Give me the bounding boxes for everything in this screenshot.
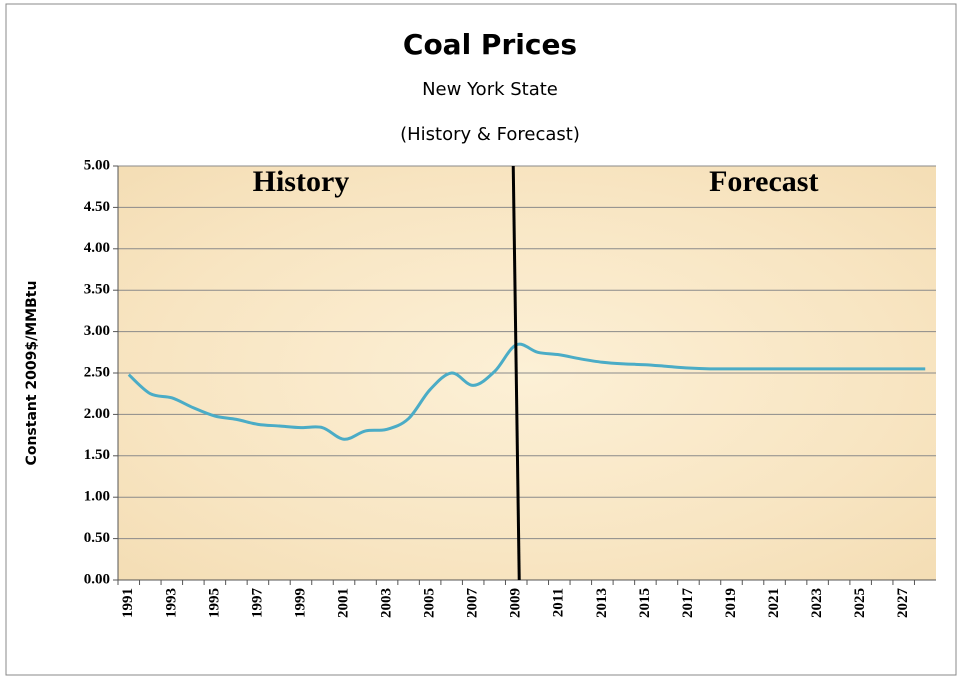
y-tick-label: 2.00	[84, 406, 110, 422]
x-tick-label: 2021	[766, 588, 782, 618]
chart-subtitle: New York State	[422, 79, 558, 100]
x-tick-label: 2005	[422, 588, 438, 618]
chart-title: Coal Prices	[403, 28, 577, 61]
x-tick-label: 1999	[292, 588, 308, 618]
divider	[511, 165, 521, 581]
y-tick-label: 0.50	[84, 530, 110, 546]
x-tick-label: 2017	[680, 588, 696, 619]
chart-subtitle: (History & Forecast)	[400, 124, 580, 145]
y-tick-label: 0.00	[84, 571, 110, 587]
x-tick-label: 1997	[249, 588, 265, 619]
x-tick-label: 2019	[723, 588, 739, 618]
x-tick-label: 1993	[163, 588, 179, 618]
y-axis-label: Constant 2009$/MMBtu	[24, 281, 40, 466]
x-tick-label: 2025	[852, 588, 868, 618]
x-tick-label: 1991	[120, 588, 136, 618]
x-tick-label: 2023	[809, 588, 825, 618]
x-tick-label: 2001	[335, 588, 351, 618]
x-tick-label: 1995	[206, 588, 222, 618]
y-tick-label: 4.50	[84, 199, 110, 215]
x-tick-label: 2003	[379, 588, 395, 618]
y-tick-label: 5.00	[84, 157, 110, 173]
annotation: Forecast	[709, 165, 818, 198]
x-tick-label: 2027	[895, 588, 911, 619]
y-tick-label: 1.00	[84, 489, 110, 505]
x-tick-label: 2015	[637, 588, 653, 618]
x-tick-label: 2007	[465, 588, 481, 619]
y-tick-label: 1.50	[84, 447, 110, 463]
y-tick-label: 3.50	[84, 282, 110, 298]
annotation: History	[253, 165, 350, 198]
x-tick-label: 2013	[594, 588, 610, 618]
x-tick-label: 2011	[551, 588, 567, 617]
y-tick-label: 3.00	[84, 323, 110, 339]
y-tick-label: 4.00	[84, 240, 110, 256]
line	[127, 342, 926, 441]
y-tick-label: 2.50	[84, 364, 110, 380]
x-tick-label: 2009	[508, 588, 524, 618]
